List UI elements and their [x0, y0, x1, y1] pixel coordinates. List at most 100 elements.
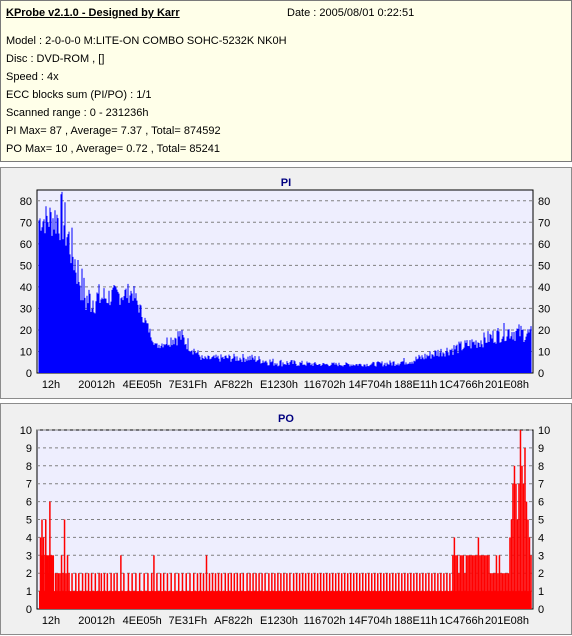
po-bar: [150, 573, 153, 609]
po-bar: [57, 573, 60, 609]
po-y-tick-right: 2: [538, 568, 544, 580]
po-bar: [40, 555, 43, 609]
po-bar: [340, 573, 343, 609]
po-bar: [261, 573, 263, 609]
po-bar: [286, 573, 288, 609]
pi-x-tick-label: 20012h: [78, 379, 115, 391]
po-y-tick-right: 3: [538, 550, 544, 562]
po-bar: [498, 555, 501, 609]
po-y-tick-left: 6: [26, 497, 32, 509]
po-bar: [319, 573, 322, 609]
po-bar: [283, 573, 285, 609]
po-bar: [428, 573, 430, 609]
po-bar: [380, 573, 382, 609]
pi-y-tick-left: 30: [20, 303, 32, 315]
po-bar: [462, 555, 465, 609]
info-disc: Disc : DVD-ROM , []: [6, 53, 105, 65]
po-y-tick-left: 8: [26, 461, 32, 473]
po-bar: [480, 555, 483, 609]
po-bar: [123, 573, 125, 609]
po-bar: [170, 573, 172, 609]
pi-x-tick-label: 116702h: [304, 379, 346, 391]
po-bar: [87, 573, 90, 609]
po-bar: [527, 519, 529, 609]
po-bar: [103, 573, 106, 609]
po-bar: [192, 573, 195, 609]
po-bar: [63, 519, 66, 609]
po-bar: [456, 555, 459, 609]
po-bar: [392, 573, 394, 609]
po-x-tick-label: 12h: [42, 615, 60, 627]
po-bar: [301, 573, 304, 609]
po-bar: [497, 573, 499, 609]
po-bar: [42, 537, 45, 609]
po-bar: [208, 573, 211, 609]
po-bar: [39, 537, 42, 609]
po-bar: [485, 555, 487, 609]
pi-series: [38, 191, 532, 373]
po-bar: [449, 573, 451, 609]
pi-x-tick-label: 4EE05h: [123, 379, 162, 391]
pi-y-tick-left: 50: [20, 260, 32, 272]
pi-y-tick-right: 0: [538, 368, 544, 380]
po-bar: [120, 555, 122, 609]
po-bar: [377, 573, 379, 609]
po-bar: [389, 573, 391, 609]
po-bar: [113, 573, 115, 609]
pi-x-tick-label: 1C4766h: [439, 379, 484, 391]
po-bar: [196, 573, 199, 609]
po-bar: [110, 573, 112, 609]
po-y-tick-right: 4: [538, 532, 544, 544]
po-bar: [509, 537, 511, 609]
po-bar: [75, 573, 77, 609]
po-bar: [258, 573, 260, 609]
pi-chart-title: PI: [281, 177, 291, 189]
po-bar: [410, 573, 412, 609]
po-bar: [422, 573, 424, 609]
po-chart-panel: PO 0 0 1 1 2 2 3 3 4 4 5 5 6 6 7 7 8 8 9 9 10 10 12h 20012h 4EE05…: [0, 403, 572, 635]
po-bar: [495, 555, 498, 609]
info-po-stats: PO Max= 10 , Average= 0.72 , Total= 8524…: [6, 143, 220, 155]
po-bar: [189, 573, 191, 609]
po-bar: [349, 573, 352, 609]
po-bar: [298, 573, 301, 609]
po-bar: [230, 573, 233, 609]
po-bar: [507, 573, 510, 609]
info-ecc: ECC blocks sum (PI/PO) : 1/1: [6, 89, 152, 101]
pi-y-tick-left: 20: [20, 325, 32, 337]
pi-x-tick-label: 14F704h: [348, 379, 391, 391]
po-bar: [510, 519, 513, 609]
info-model: Model : 2-0-0-0 M:LITE-ON COMBO SOHC-523…: [6, 35, 287, 47]
po-bar: [431, 573, 433, 609]
po-y-tick-right: 5: [538, 515, 544, 527]
pi-y-tick-right: 30: [538, 303, 550, 315]
po-bar: [51, 555, 53, 609]
po-bar: [374, 573, 376, 609]
po-y-tick-left: 2: [26, 568, 32, 580]
po-bar: [49, 501, 51, 609]
po-x-tick-label: 7E31Fh: [169, 615, 208, 627]
pi-y-tick-left: 60: [20, 239, 32, 251]
po-bar: [143, 573, 145, 609]
po-x-tick-label: 201E08h: [485, 615, 529, 627]
pi-y-tick-right: 80: [538, 196, 550, 208]
po-bar: [464, 573, 466, 609]
po-y-tick-left: 9: [26, 443, 32, 455]
po-bar: [313, 573, 316, 609]
po-bar: [361, 573, 364, 609]
po-bar: [81, 573, 84, 609]
pi-chart: PI 0 0 10 10 20 20 30 30 40 40 50 50 60 60 70 70 80 80 12h 2…: [20, 177, 551, 391]
po-bar: [473, 555, 475, 609]
po-bar: [90, 573, 93, 609]
po-bar: [106, 573, 109, 609]
po-bar: [346, 573, 349, 609]
po-bar: [246, 573, 248, 609]
po-bar: [60, 555, 63, 609]
po-bar: [465, 555, 468, 609]
pi-x-tick-label: E1230h: [260, 379, 298, 391]
po-y-tick-left: 1: [26, 586, 32, 598]
po-bar: [488, 555, 490, 609]
po-bar: [358, 573, 361, 609]
po-bar: [386, 573, 388, 609]
po-bar: [264, 573, 266, 609]
